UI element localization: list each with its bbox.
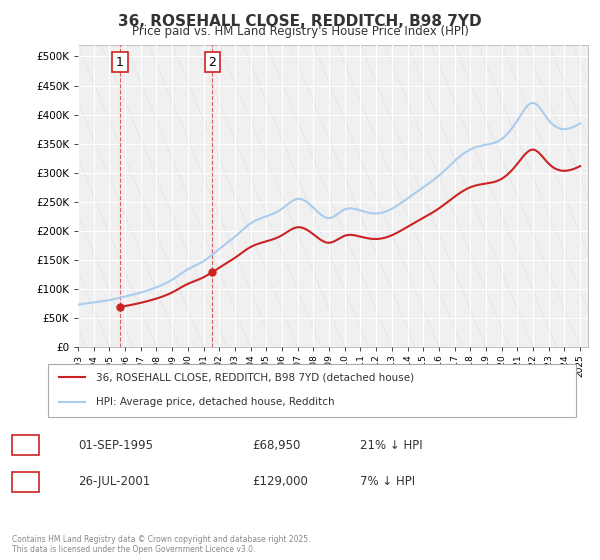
Text: 7% ↓ HPI: 7% ↓ HPI [360,475,415,488]
Text: 36, ROSEHALL CLOSE, REDDITCH, B98 7YD: 36, ROSEHALL CLOSE, REDDITCH, B98 7YD [118,14,482,29]
Text: 26-JUL-2001: 26-JUL-2001 [78,475,150,488]
Text: Contains HM Land Registry data © Crown copyright and database right 2025.
This d: Contains HM Land Registry data © Crown c… [12,535,311,554]
Text: £129,000: £129,000 [252,475,308,488]
Text: Price paid vs. HM Land Registry's House Price Index (HPI): Price paid vs. HM Land Registry's House … [131,25,469,38]
Text: 21% ↓ HPI: 21% ↓ HPI [360,438,422,452]
Text: £68,950: £68,950 [252,438,301,452]
Text: 1: 1 [116,56,124,69]
Text: 01-SEP-1995: 01-SEP-1995 [78,438,153,452]
Text: 2: 2 [22,475,29,488]
Text: HPI: Average price, detached house, Redditch: HPI: Average price, detached house, Redd… [95,397,334,407]
Text: 1: 1 [22,438,29,452]
Text: 36, ROSEHALL CLOSE, REDDITCH, B98 7YD (detached house): 36, ROSEHALL CLOSE, REDDITCH, B98 7YD (d… [95,372,413,382]
Text: 2: 2 [209,56,217,69]
